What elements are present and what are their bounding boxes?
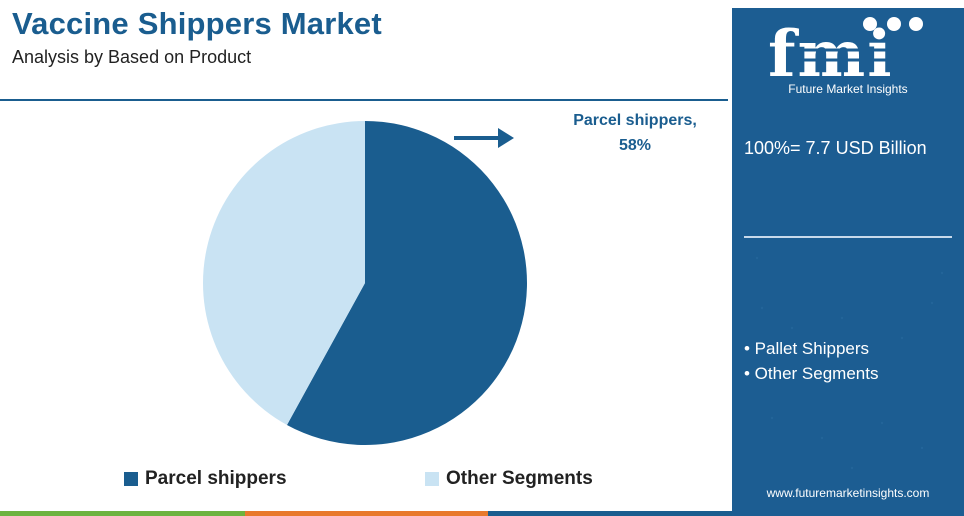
list-item: • Other Segments — [744, 364, 879, 383]
footer-bar-blue — [488, 511, 732, 516]
info-sidebar: fmi Future Market Insights 100%= 7.7 USD… — [732, 8, 964, 516]
pie-chart — [203, 121, 527, 445]
page-title: Vaccine Shippers Market — [12, 6, 382, 41]
legend-label: Parcel shippers — [145, 468, 287, 489]
legend-label: Other Segments — [446, 468, 593, 489]
page-subtitle: Analysis by Based on Product — [12, 47, 252, 67]
footer-bar-green — [0, 511, 245, 516]
title-divider — [0, 99, 728, 101]
list-item: • Pallet Shippers — [744, 339, 870, 358]
legend-item-other-segments: Other Segments — [425, 468, 593, 490]
footer-color-bar — [0, 511, 732, 516]
market-total: 100%= 7.7 USD Billion — [744, 138, 927, 158]
legend-item-parcel-shippers: Parcel shippers — [124, 468, 287, 490]
panel-divider — [744, 236, 952, 238]
footer-bar-orange — [245, 511, 488, 516]
website-link[interactable]: www.futuremarketinsights.com — [766, 486, 930, 500]
legend-swatch — [425, 472, 439, 486]
pie-slice-parcel-shippers — [286, 121, 527, 445]
legend-swatch — [124, 472, 138, 486]
logo-subtitle: Future Market Insights — [788, 82, 908, 96]
callout-label-name: Parcel shippers, — [573, 112, 697, 129]
pie-slices — [203, 121, 527, 445]
fmi-logo-icon: fmi — [768, 17, 926, 82]
callout-label: Parcel shippers, 58% — [560, 108, 710, 158]
panel-texture — [755, 256, 944, 470]
segment-list: • Pallet Shippers • Other Segments — [744, 336, 878, 386]
callout-arrow-icon — [454, 128, 514, 148]
pie-slice-other-segments — [203, 121, 365, 425]
callout-label-value: 58% — [618, 137, 652, 154]
